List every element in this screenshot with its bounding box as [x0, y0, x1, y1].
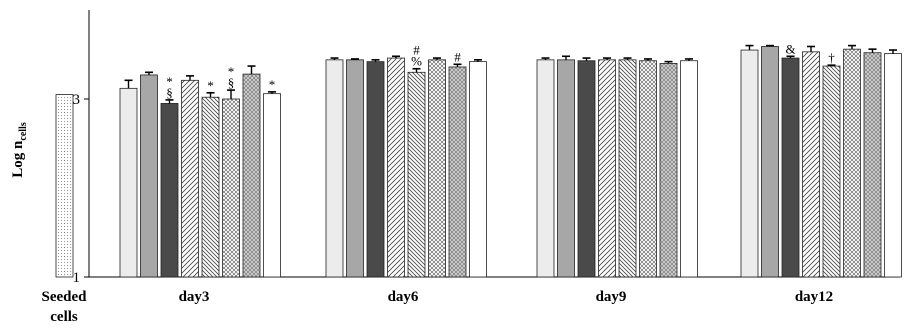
significance-marker: *	[207, 78, 214, 93]
y-axis-title: Log ncells	[10, 122, 29, 178]
bar-group	[55, 94, 74, 278]
bar	[680, 60, 698, 278]
category-label-line: day3	[179, 289, 210, 305]
y-axis-title-sub: cells	[18, 122, 29, 140]
y-tick-label: 1	[73, 270, 81, 286]
bar	[618, 59, 637, 278]
bar	[863, 52, 882, 278]
category-label-line: day6	[388, 289, 419, 305]
bar	[366, 61, 385, 278]
category-label: day9	[596, 289, 627, 305]
bars-layer: * § ** § *#% #&†	[55, 41, 902, 278]
significance-marker: †	[828, 50, 835, 65]
bar	[55, 94, 74, 278]
bar	[761, 46, 779, 278]
bar	[201, 96, 220, 278]
bar	[428, 59, 446, 278]
y-axis-title-main: Log n	[10, 140, 26, 178]
category-label-line: day9	[596, 289, 627, 305]
bar-group: #% #	[325, 43, 487, 278]
bar	[160, 103, 179, 278]
category-label: Seeded cells	[42, 289, 88, 325]
bar	[843, 48, 861, 278]
bar	[325, 59, 344, 278]
bar	[557, 59, 575, 278]
category-label: day12	[795, 289, 833, 305]
bar-group	[536, 55, 698, 278]
bar	[884, 53, 902, 278]
significance-marker: #	[454, 49, 461, 64]
bar	[346, 59, 364, 278]
bar	[536, 59, 555, 278]
bar	[469, 61, 487, 278]
bar	[822, 65, 841, 278]
bar	[387, 57, 405, 278]
bar	[181, 79, 199, 278]
significance-marker: &	[785, 41, 795, 56]
significance-marker: * §	[228, 64, 235, 90]
category-label: day6	[388, 289, 419, 305]
category-label: day3	[179, 289, 210, 305]
bar	[448, 66, 467, 278]
bar	[140, 74, 158, 278]
bar	[598, 59, 616, 278]
bar-group: * § * * § *	[119, 64, 281, 278]
bar	[407, 71, 426, 278]
bar	[781, 57, 800, 278]
bar	[242, 73, 261, 278]
significance-marker: *	[269, 77, 276, 92]
y-ticks: 13	[73, 92, 89, 286]
y-tick-label: 3	[73, 92, 81, 108]
bar	[222, 98, 240, 278]
bar	[802, 51, 820, 278]
bar-group: &†	[740, 41, 902, 278]
category-label-line: day12	[795, 289, 833, 305]
category-label-line: Seeded	[42, 289, 88, 305]
category-label-line: cells	[50, 309, 78, 325]
category-labels: Seeded cells day3 day6 day9 day12	[42, 289, 834, 325]
significance-marker: #%	[411, 43, 422, 69]
bar	[740, 49, 759, 278]
significance-marker: * §	[166, 74, 173, 100]
bar	[263, 93, 281, 278]
bar	[639, 60, 657, 278]
bar	[119, 87, 138, 278]
bar	[577, 60, 596, 278]
bar	[659, 63, 678, 278]
